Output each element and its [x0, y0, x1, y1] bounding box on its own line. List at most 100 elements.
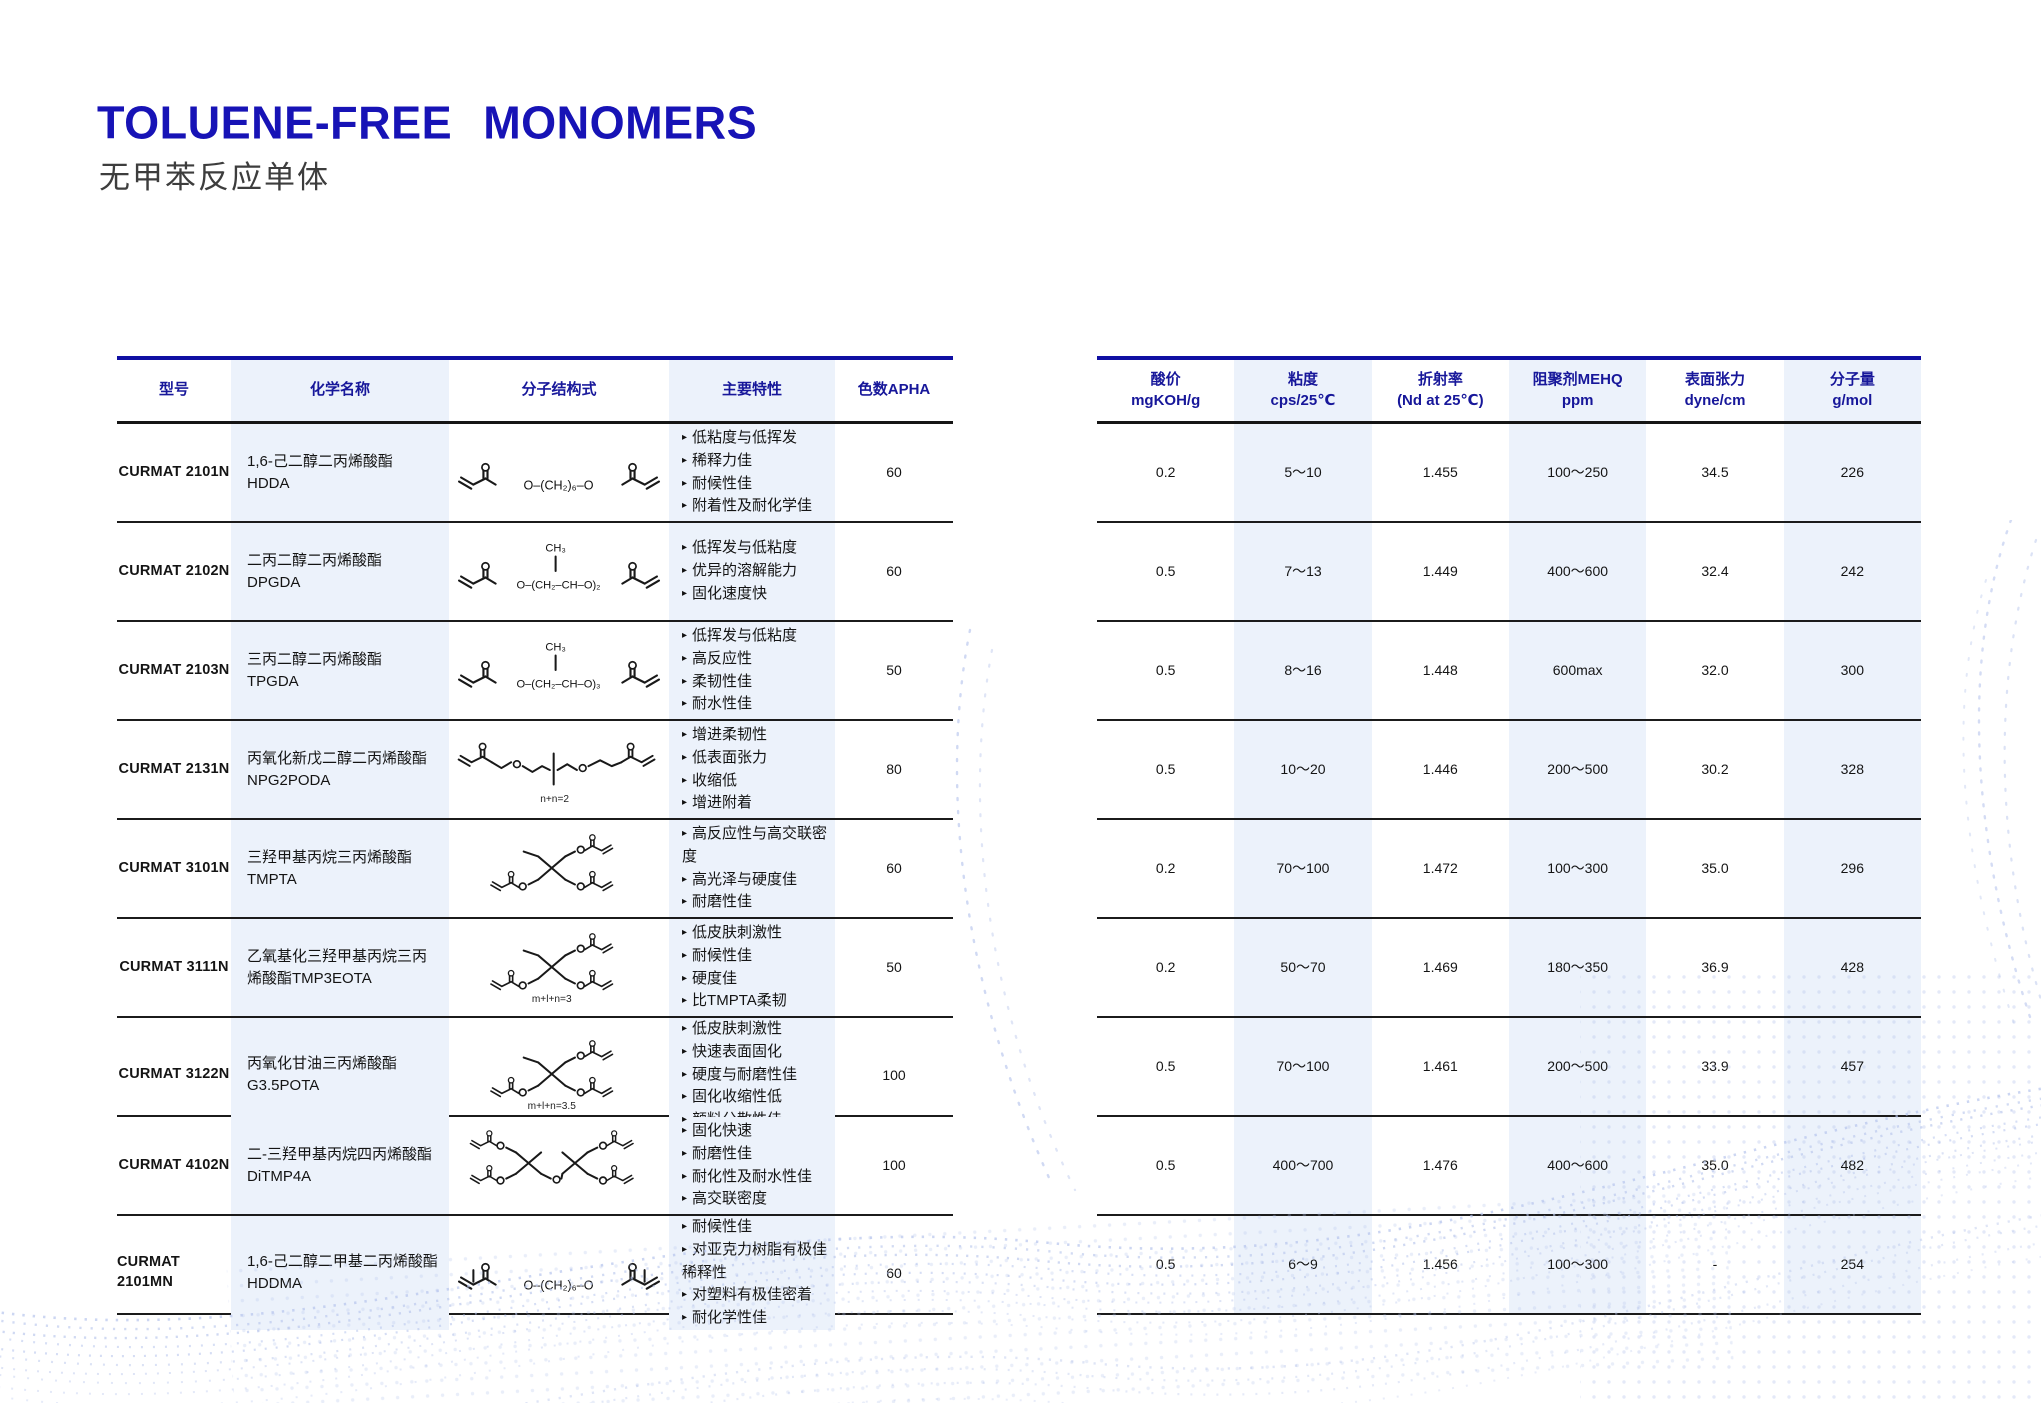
model-cell: CURMAT 3101N [118, 859, 230, 876]
apha-cell: 80 [886, 761, 902, 778]
col-header-surface-tension: 表面张力 dyne/cm [1684, 371, 1746, 409]
chemical-name-cell: 二丙二醇二丙烯酸酯 DPGDA [231, 523, 449, 620]
table-row: CURMAT 4102N 二-三羟甲基丙烷四丙烯酸酯DiTMP4A [117, 1117, 953, 1216]
features-cell: 耐候性佳对亚克力树脂有极佳稀释性 对塑料有极佳密着耐化学性佳 [669, 1216, 835, 1330]
structure-cell: O–(CH₂–CH–O)₃ CH₃ [449, 622, 669, 719]
table-row: 0.5 10～20 1.446 200～500 30.2 328 [1097, 721, 1921, 820]
acid-value-cell: 0.5 [1155, 1157, 1176, 1174]
apha-cell: 50 [886, 959, 902, 976]
col-header-model: 型号 [158, 381, 189, 399]
col-header-inhibitor: 阻聚剂MEHQ ppm [1508, 360, 1647, 421]
structure-cell: m+l+n=3.5 [449, 1018, 669, 1132]
acid-value-cell: 0.2 [1155, 464, 1176, 481]
molecular-structure: m+l+n=3 [490, 932, 614, 1004]
viscosity-cell: 50～70 [1234, 919, 1372, 1016]
molecular-structure: n+n=2 [457, 741, 656, 804]
refractive-index-cell: 1.449 [1422, 563, 1458, 580]
inhibitor-cell: 200～500 [1508, 721, 1647, 818]
svg-text:CH₃: CH₃ [545, 542, 566, 554]
left-table-header: 型号 化学名称 分子结构式 主要特性 色数APHA [117, 360, 953, 424]
col-header-molecular-weight: 分子量 g/mol [1783, 360, 1921, 421]
apha-cell: 60 [886, 860, 902, 877]
surface-tension-cell: 32.0 [1701, 662, 1729, 679]
table-row: 0.2 50～70 1.469 180～350 36.9 428 [1097, 919, 1921, 1018]
molecular-structure: O–(CH₂)₆–O [457, 462, 661, 492]
chemical-name-cell: 丙氧化甘油三丙烯酸酯 G3.5POTA [231, 1018, 449, 1132]
model-cell: CURMAT 4102N [118, 1156, 230, 1173]
table-row: 0.5 7～13 1.449 400～600 32.4 242 [1097, 523, 1921, 622]
features-cell: 低粘度与低挥发稀释力佳 耐候性佳附着性及耐化学佳 [669, 424, 835, 521]
apha-cell: 100 [882, 1157, 906, 1174]
model-cell: CURMAT 3111N [119, 958, 229, 975]
molecular-weight-cell: 226 [1783, 424, 1921, 521]
page-title: TOLUENE-FREE MONOMERS [97, 96, 758, 150]
acid-value-cell: 0.5 [1155, 662, 1176, 679]
molecular-structure: O–(CH₂–CH–O)₃ CH₃ [457, 641, 661, 690]
svg-text:O–(CH₂–CH–O)₂: O–(CH₂–CH–O)₂ [517, 579, 601, 591]
molecular-weight-cell: 428 [1783, 919, 1921, 1016]
table-row: CURMAT 2103N 三丙二醇二丙烯酸酯 TPGDA O–(CH₂–CH–O)… [117, 622, 953, 721]
features-cell: 增进柔韧性低表面张力 收缩低增进附着 [669, 721, 835, 818]
apha-cell: 60 [886, 464, 902, 481]
surface-tension-cell: 32.4 [1701, 563, 1729, 580]
features-cell: 低皮肤刺激性耐候性佳 硬度佳比TMPTA柔韧 [669, 919, 835, 1016]
svg-text:m+l+n=3: m+l+n=3 [532, 993, 572, 1004]
features-cell: 低皮肤刺激性快速表面固化 硬度与耐磨性佳固化收缩性低 颜料分散性佳 [669, 1018, 835, 1132]
surface-tension-cell: - [1712, 1256, 1718, 1273]
dot-arc-decoration [955, 628, 1077, 1192]
surface-tension-cell: 35.0 [1701, 860, 1729, 877]
model-cell: CURMAT 2101MN [117, 1254, 180, 1290]
molecular-structure: O–(CH₂–CH–O)₂ CH₃ [457, 542, 661, 591]
structure-cell: O–(CH₂–CH–O)₂ CH₃ [449, 523, 669, 620]
table-row: CURMAT 2101N 1,6-己二醇二丙烯酸酯 HDDA O–(CH₂)₆–… [117, 424, 953, 523]
acid-value-cell: 0.5 [1155, 1058, 1176, 1075]
acid-value-cell: 0.2 [1155, 959, 1176, 976]
chemical-name-cell: 三丙二醇二丙烯酸酯 TPGDA [231, 622, 449, 719]
molecular-weight-cell: 296 [1783, 820, 1921, 917]
viscosity-cell: 70～100 [1234, 820, 1372, 917]
svg-text:CH₃: CH₃ [545, 641, 566, 653]
table-row: 0.5 8～16 1.448 600max 32.0 300 [1097, 622, 1921, 721]
inhibitor-cell: 100～300 [1508, 1216, 1647, 1313]
viscosity-cell: 7～13 [1234, 523, 1372, 620]
molecular-weight-cell: 254 [1783, 1216, 1921, 1313]
table-row: 0.2 5～10 1.455 100～250 34.5 226 [1097, 424, 1921, 523]
col-header-apha: 色数APHA [857, 381, 931, 399]
inhibitor-cell: 400～600 [1508, 523, 1647, 620]
surface-tension-cell: 33.9 [1701, 1058, 1729, 1075]
right-table: 酸价 mgKOH/g 粘度 cps/25℃ 折射率 (Nd at 25℃) 阻聚剂ME… [1097, 356, 1921, 1315]
model-cell: CURMAT 2101N [118, 463, 230, 480]
col-header-refractive-index: 折射率 (Nd at 25℃) [1397, 371, 1484, 409]
col-header-viscosity: 粘度 cps/25℃ [1234, 360, 1372, 421]
acid-value-cell: 0.5 [1155, 1256, 1176, 1273]
surface-tension-cell: 34.5 [1701, 464, 1729, 481]
svg-text:O–(CH₂)₆–O: O–(CH₂)₆–O [524, 1278, 594, 1292]
features-cell: 低挥发与低粘度高反应性 柔韧性佳耐水性佳 [669, 622, 835, 719]
features-cell: 固化快速耐磨性佳 耐化性及耐水性佳高交联密度 [669, 1117, 835, 1214]
table-row: CURMAT 3122N 丙氧化甘油三丙烯酸酯 G3.5POTA m+l+n=3.… [117, 1018, 953, 1132]
model-cell: CURMAT 3122N [118, 1066, 230, 1083]
viscosity-cell: 400～700 [1234, 1117, 1372, 1214]
col-header-features: 主要特性 [669, 360, 835, 421]
table-row: 0.5 400～700 1.476 400～600 35.0 482 [1097, 1117, 1921, 1216]
table-row: 0.2 70～100 1.472 100～300 35.0 296 [1097, 820, 1921, 919]
model-cell: CURMAT 2102N [118, 562, 230, 579]
left-table: 型号 化学名称 分子结构式 主要特性 色数APHA CURMAT 2101N 1… [117, 356, 953, 1330]
col-header-chemical-name: 化学名称 [231, 360, 449, 421]
molecular-structure: m+l+n=3.5 [490, 1039, 614, 1112]
refractive-index-cell: 1.448 [1422, 662, 1458, 679]
viscosity-cell: 70～100 [1234, 1018, 1372, 1115]
structure-cell: m+l+n=3 [449, 919, 669, 1016]
inhibitor-cell: 180～350 [1508, 919, 1647, 1016]
molecular-weight-cell: 242 [1783, 523, 1921, 620]
chemical-name-cell: 1,6-己二醇二甲基二丙烯酸酯HDDMA [231, 1216, 449, 1330]
apha-cell: 60 [886, 563, 902, 580]
page-subtitle: 无甲苯反应单体 [99, 160, 330, 195]
molecular-structure: O–(CH₂)₆–O [457, 1262, 661, 1292]
chemical-name-cell: 二-三羟甲基丙烷四丙烯酸酯DiTMP4A [231, 1117, 449, 1214]
table-row: CURMAT 3101N 三羟甲基丙烷三丙烯酸酯TMPTA 高反应性与高交联密度… [117, 820, 953, 919]
molecular-weight-cell: 300 [1783, 622, 1921, 719]
surface-tension-cell: 35.0 [1701, 1157, 1729, 1174]
apha-cell: 50 [886, 662, 902, 679]
